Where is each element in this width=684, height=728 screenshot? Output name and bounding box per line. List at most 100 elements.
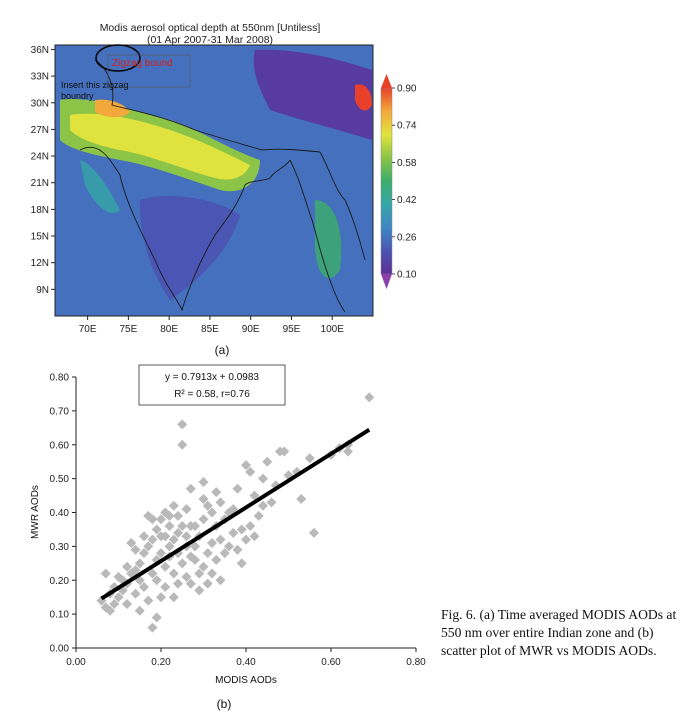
scatter-point	[168, 534, 179, 545]
colorbar-tick-label: 0.58	[397, 158, 417, 169]
scatter-point	[228, 527, 239, 538]
scatter-point	[164, 510, 175, 521]
scatter-point	[232, 544, 243, 555]
y-tick-label: 0.10	[50, 610, 70, 621]
panel-a-label: (a)	[215, 343, 230, 357]
scatter-point	[143, 595, 154, 606]
scatter-point	[258, 500, 268, 511]
colorbar-tick-label: 0.26	[397, 232, 417, 243]
scatter-point	[215, 497, 226, 508]
regression-line	[100, 428, 371, 601]
lat-tick-label: 18N	[31, 205, 49, 216]
lat-tick-label: 30N	[31, 98, 49, 109]
y-tick-label: 0.00	[50, 644, 70, 655]
y-tick-label: 0.60	[50, 440, 70, 451]
y-tick-label: 0.20	[50, 576, 70, 587]
scatter-point	[236, 558, 247, 569]
y-tick-label: 0.70	[50, 406, 70, 417]
figure-caption: Fig. 6. (a) Time averaged MODIS AODs at …	[441, 607, 677, 658]
scatter-point	[139, 582, 149, 593]
scatter-point	[134, 605, 145, 616]
scatter-point	[253, 510, 264, 521]
scatter-panel: 0.00 0.10 0.20 0.30 0.40 0.50 0.60 0.70 0.80 0.0…	[30, 364, 426, 711]
colorbar: 0.90 0.74 0.58 0.42 0.26 0.10	[380, 74, 417, 289]
panel-b-label: (b)	[217, 697, 232, 711]
scatter-point	[194, 568, 205, 579]
annotation-note-line1: Insert this zigzag	[61, 80, 129, 90]
scatter-point	[130, 588, 141, 599]
scatter-point	[177, 558, 188, 569]
scatter-point	[207, 568, 217, 579]
scatter-point	[245, 466, 256, 477]
lon-tick-label: 95E	[283, 324, 301, 335]
scatter-point	[139, 531, 149, 542]
regression-equation: y = 0.7913x + 0.0983	[165, 372, 259, 383]
colorbar-max-arrow	[381, 74, 392, 88]
heatmap-hotspot-east	[355, 84, 372, 111]
scatter-point	[156, 514, 166, 525]
colorbar-tick-label: 0.90	[397, 84, 417, 95]
colorbar-bar	[380, 87, 393, 275]
y-tick-label: 0.40	[50, 508, 70, 519]
scatter-point	[185, 483, 196, 494]
lat-tick-label: 36N	[31, 45, 49, 56]
y-tick-label: 0.50	[50, 474, 70, 485]
myanmar-coast	[289, 159, 346, 313]
heatmap-west-coast	[80, 160, 120, 214]
scatter-point	[309, 527, 319, 538]
colorbar-tick-label: 0.10	[397, 270, 417, 281]
colorbar-tick-label: 0.42	[397, 195, 417, 206]
heatmap-plain-high	[70, 113, 250, 180]
scatter-point	[105, 605, 115, 616]
northern-boundary	[94, 59, 321, 153]
scatter-point	[126, 537, 137, 548]
scatter-point	[194, 585, 205, 596]
lat-tick-label: 15N	[31, 232, 49, 243]
map-subtitle: (01 Apr 2007-31 Mar 2008)	[147, 34, 273, 46]
regression-stats: R² = 0.58, r=0.76	[174, 389, 250, 400]
scatter-point	[211, 487, 222, 498]
scatter-point	[211, 554, 222, 565]
heatmap-hotspot	[95, 99, 130, 118]
lon-tick-label: 75E	[119, 324, 137, 335]
scatter-point	[147, 568, 158, 579]
scatter-point	[168, 568, 179, 579]
aod-heatmap	[55, 45, 373, 316]
scatter-point	[262, 456, 273, 467]
annotation-note-line2: boundry	[61, 91, 94, 101]
scatter-point	[215, 534, 226, 545]
heatmap-indochina	[315, 200, 342, 279]
lat-tick-label: 27N	[31, 125, 49, 136]
scatter-point	[207, 507, 217, 518]
x-tick-label: 0.20	[151, 657, 171, 668]
scatter-point	[185, 578, 196, 589]
annotation-box	[107, 54, 191, 88]
lon-tick-label: 90E	[242, 324, 260, 335]
scatter-point	[198, 493, 209, 504]
y-tick-label: 0.30	[50, 542, 70, 553]
scatter-point	[266, 497, 277, 508]
map-title: Modis aerosol optical depth at 550nm [Un…	[100, 22, 321, 34]
scatter-point	[160, 561, 171, 572]
scatter-point	[181, 571, 192, 582]
scatter-point	[147, 534, 158, 545]
scatter-point	[224, 541, 234, 552]
scatter-point	[190, 521, 200, 532]
scatter-point	[147, 514, 158, 525]
scatter-point	[364, 392, 375, 403]
x-tick-label: 0.60	[321, 657, 341, 668]
x-tick-label: 0.00	[66, 657, 86, 668]
scatter-point	[109, 598, 120, 609]
scatter-point	[156, 548, 166, 559]
scatter-x-ticks: 0.00 0.20 0.40 0.60 0.80	[66, 648, 426, 668]
scatter-point	[130, 565, 141, 576]
scatter-point	[296, 493, 307, 504]
scatter-point	[181, 531, 192, 542]
lon-tick-label: 80E	[160, 324, 178, 335]
scatter-point	[168, 592, 179, 603]
scatter-point	[113, 592, 124, 603]
lon-tick-label: 85E	[201, 324, 219, 335]
scatter-point	[151, 612, 162, 623]
scatter-point	[215, 575, 226, 586]
scatter-point	[164, 541, 175, 552]
